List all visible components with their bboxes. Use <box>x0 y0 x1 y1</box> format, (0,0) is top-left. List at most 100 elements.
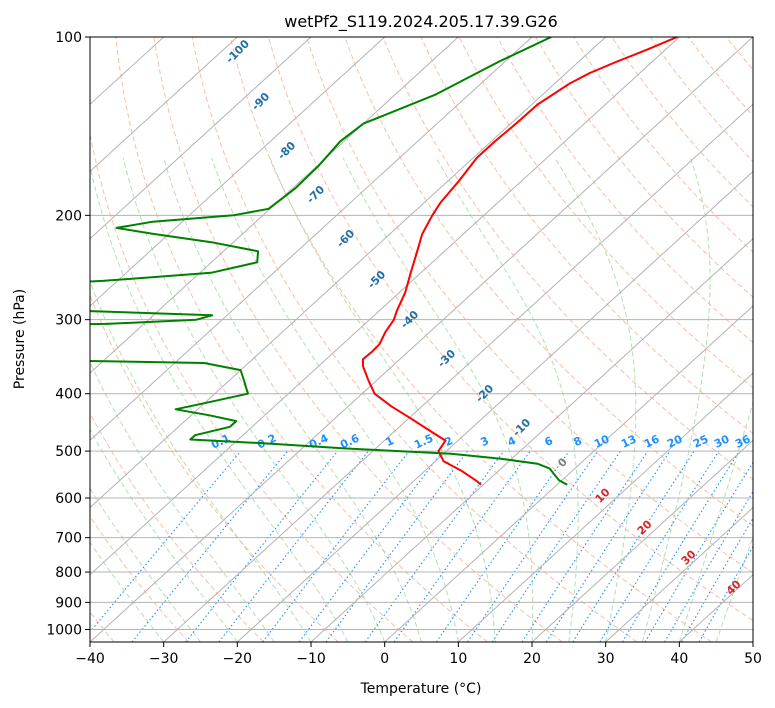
mixing-ratio-line <box>681 517 753 642</box>
isotherm <box>90 37 533 442</box>
moist-adiabat-label: 20 <box>635 517 655 537</box>
dry-adiabat <box>115 37 488 642</box>
dry-adiabat-label: -70 <box>304 183 327 206</box>
x-tick-label: −30 <box>149 651 179 667</box>
mixing-ratio-line <box>599 450 720 642</box>
mixing-ratio-label: 16 <box>642 432 662 450</box>
y-tick-label: 500 <box>55 444 82 460</box>
y-tick-label: 700 <box>55 531 82 547</box>
mixing-ratio-line <box>262 450 410 642</box>
mixing-ratio-line <box>545 450 671 642</box>
x-tick-label: 10 <box>449 651 467 667</box>
isotherm <box>605 506 753 642</box>
moist-adiabat-label: 30 <box>679 547 699 567</box>
mixing-ratio-line <box>298 450 444 642</box>
dry-adiabat <box>268 37 753 622</box>
moist-adiabat <box>435 157 579 642</box>
isotherm <box>457 372 753 642</box>
moist-adiabat <box>642 157 711 642</box>
mixing-ratio-label: 30 <box>712 432 732 450</box>
dry-adiabat <box>535 37 753 298</box>
dry-adiabat-label: -40 <box>398 308 421 331</box>
dry-adiabat <box>573 37 753 253</box>
dry-adiabat-label: -60 <box>334 227 357 250</box>
moist-adiabats <box>90 157 753 642</box>
dry-adiabat <box>90 131 414 642</box>
mixing-ratio-line <box>664 490 753 642</box>
isotherm <box>90 37 312 240</box>
dewpoint-profile <box>90 37 568 486</box>
plot-frame <box>89 36 754 643</box>
isotherms <box>90 37 753 642</box>
dry-adiabat <box>90 515 190 642</box>
dry-adiabat-label: -10 <box>510 416 533 439</box>
isotherm <box>90 37 680 576</box>
temperature-profile <box>361 37 678 486</box>
x-axis-label: Temperature (°C) <box>360 681 482 697</box>
line-labels: -100-90-80-70-60-50-40-30-20-10010203040… <box>209 37 753 598</box>
dry-adiabat-label: -80 <box>275 139 298 162</box>
mixing-ratio-line <box>185 450 339 642</box>
x-tick-label: 50 <box>744 651 762 667</box>
mixing-ratio-line <box>90 450 242 633</box>
dry-adiabat <box>496 37 753 344</box>
y-tick-label: 100 <box>55 30 82 46</box>
isotherm <box>236 170 753 642</box>
mixing-ratio-line <box>364 450 505 642</box>
mixing-ratio-line <box>491 450 621 642</box>
dry-adiabat <box>344 37 753 527</box>
mixing-ratio-label: 3 <box>479 434 491 449</box>
isobars <box>90 37 753 630</box>
dry-adiabat <box>229 37 712 642</box>
mixing-ratio-label: 25 <box>691 432 710 450</box>
isotherm <box>90 37 753 642</box>
mixing-ratio-label: 36 <box>733 432 753 450</box>
isotherm <box>531 439 753 642</box>
isotherm <box>90 37 607 509</box>
y-tick-label: 900 <box>55 595 82 611</box>
moist-adiabat <box>678 401 753 642</box>
mixing-ratio-label: 6 <box>543 434 556 449</box>
dry-adiabat <box>611 37 753 208</box>
plot-area: -100-90-80-70-60-50-40-30-20-10010203040… <box>0 37 775 642</box>
mixing-ratio-line <box>467 450 599 642</box>
mixing-ratio-line <box>325 450 468 642</box>
mixing-ratio-line <box>698 545 753 642</box>
moist-adiabat <box>554 157 637 642</box>
x-tick-label: −20 <box>223 651 253 667</box>
x-tick-label: 0 <box>380 651 389 667</box>
moist-adiabat-label: 40 <box>724 577 744 597</box>
reference-curve <box>0 37 73 642</box>
mixing-ratio-line <box>572 450 695 642</box>
dry-adiabat-label: -30 <box>435 347 458 370</box>
mixing-ratio-lines <box>90 450 753 642</box>
mixing-ratio-label: 10 <box>592 432 612 450</box>
y-tick-label: 300 <box>55 313 82 329</box>
x-tick-label: −40 <box>75 651 105 667</box>
moist-adiabat <box>90 163 349 642</box>
x-tick-label: 40 <box>670 651 688 667</box>
dry-adiabat <box>765 37 775 642</box>
y-tick-label: 200 <box>55 208 82 224</box>
mixing-ratio-label: 20 <box>665 432 685 450</box>
isotherm <box>90 37 238 173</box>
profiles <box>90 37 678 486</box>
isotherm <box>90 37 386 307</box>
dry-adiabat <box>306 37 753 574</box>
mixing-ratio-label: 13 <box>619 432 638 450</box>
x-tick-label: −10 <box>296 651 326 667</box>
moist-adiabat <box>90 487 201 642</box>
y-tick-label: 600 <box>55 491 82 507</box>
isotherm <box>384 305 753 642</box>
moist-adiabat <box>715 535 753 642</box>
mixing-ratio-line <box>644 461 753 642</box>
mixing-ratio-label: 1 <box>384 434 396 449</box>
dry-adiabat <box>649 37 753 163</box>
moist-adiabat <box>342 157 534 642</box>
isotherm <box>163 103 753 642</box>
mixing-ratio-line <box>393 450 531 642</box>
dry-adiabat-label: -100 <box>223 37 252 66</box>
dry-adiabat <box>382 37 753 481</box>
moist-adiabat <box>90 428 238 642</box>
